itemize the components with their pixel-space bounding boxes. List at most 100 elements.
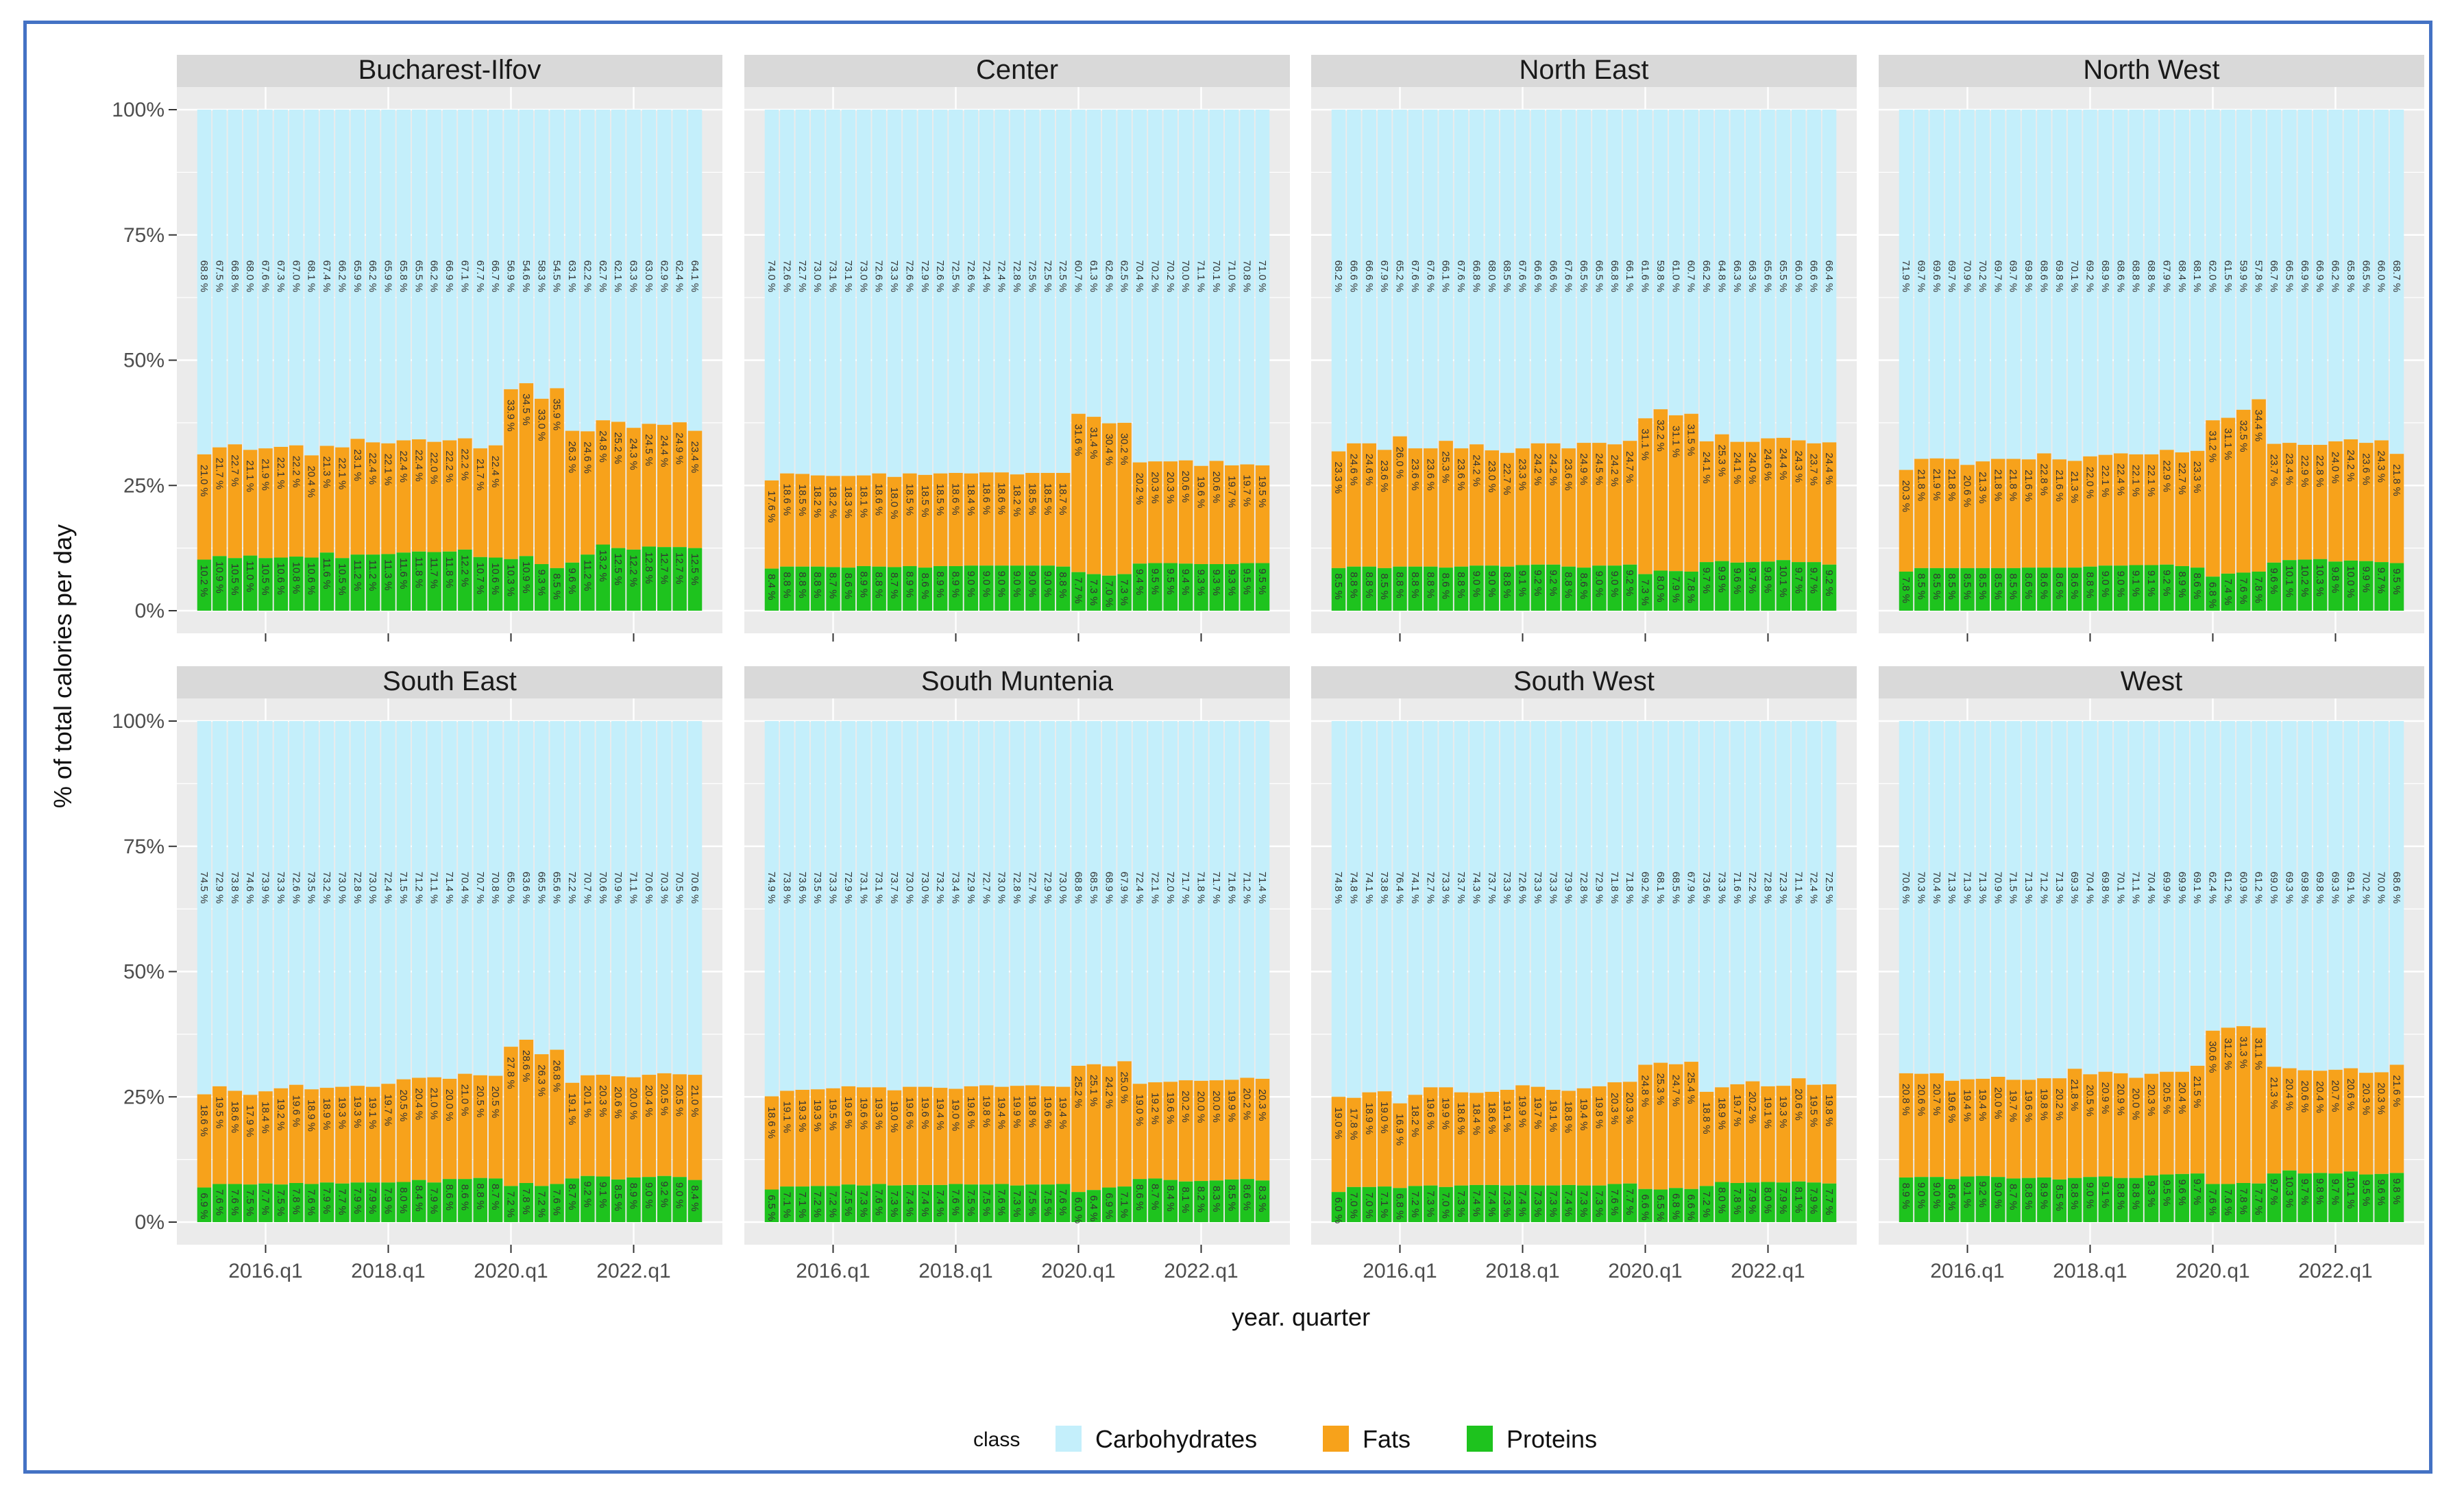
data-label-fats: 21.1 % [244,460,256,492]
data-label-proteins: 11.6 % [398,558,409,589]
bar-proteins [887,1185,902,1222]
data-label-fats: 21.8 % [2008,469,2019,501]
data-label-fats: 21.5 % [2191,1076,2203,1108]
data-label-fats: 21.3 % [1977,472,1988,504]
bar-fats [1424,1087,1438,1186]
data-label-proteins: 6.0 % [1073,1197,1084,1223]
data-label-fats: 23.4 % [689,441,700,474]
data-label-fats: 18.4 % [965,484,977,516]
data-label-fats: 24.4 % [658,435,670,467]
data-label-proteins: 8.8 % [1455,572,1467,598]
bar-carbohydrates [1454,721,1469,1093]
data-label-carbohydrates: 67.6 % [1424,260,1436,293]
data-label-proteins: 9.6 % [2176,1179,2188,1205]
bar-fats [1209,1080,1224,1181]
bar-carbohydrates [565,721,580,1083]
bar-carbohydrates [872,721,886,1088]
legend-swatch-carbohydrates [1056,1426,1082,1452]
bar-carbohydrates [304,721,319,1090]
bar-carbohydrates [273,110,289,447]
data-label-proteins: 7.7 % [2253,1189,2265,1215]
data-label-proteins: 8.0 % [1655,576,1666,602]
data-label-carbohydrates: 68.1 % [1655,872,1666,904]
bar-carbohydrates [1730,110,1744,442]
bar-proteins [2313,1173,2328,1222]
bar-carbohydrates [2206,110,2220,421]
data-label-carbohydrates: 68.8 % [2145,260,2157,293]
data-label-proteins: 9.5 % [1164,568,1176,594]
bar-carbohydrates [1822,721,1837,1084]
bar-fats [319,1088,334,1183]
bar-proteins [979,565,994,611]
legend-label-carbohydrates: Carbohydrates [1095,1425,1257,1453]
data-label-carbohydrates: 72.4 % [1808,872,1820,904]
data-label-carbohydrates: 72.7 % [980,872,992,904]
bar-proteins [350,1182,365,1222]
data-label-fats: 20.6 % [1180,471,1191,503]
data-label-carbohydrates: 71.9 % [1900,260,1912,293]
data-label-fats: 30.6 % [2207,1041,2219,1073]
bar-carbohydrates [626,721,641,1077]
data-label-fats: 23.3 % [2191,461,2203,493]
bar-proteins [2221,573,2236,611]
data-label-proteins: 8.9 % [903,572,915,598]
data-label-proteins: 9.8 % [2314,1178,2326,1204]
data-label-fats: 19.3 % [336,1097,347,1130]
bar-fats [1653,1062,1668,1190]
data-label-proteins: 10.9 % [213,561,225,594]
data-label-fats: 18.2 % [1011,485,1023,517]
bar-carbohydrates [1669,721,1683,1064]
bar-fats [1561,448,1576,567]
bar-fats [1424,448,1438,567]
data-label-carbohydrates: 70.2 % [1977,260,1988,293]
bar-fats [1546,443,1561,565]
bar-proteins [2389,563,2404,611]
data-label-fats: 25.3 % [1655,1073,1666,1106]
bar-carbohydrates [2359,721,2374,1073]
bar-carbohydrates [657,110,672,425]
data-label-proteins: 9.8 % [2330,567,2341,593]
bar-fats [1929,458,1944,568]
data-label-proteins: 8.9 % [628,1183,639,1209]
data-label-fats: 18.6 % [781,484,792,516]
bar-carbohydrates [1117,721,1132,1062]
data-label-carbohydrates: 66.3 % [1746,260,1758,293]
bar-proteins [1607,565,1622,611]
bar-fats [1960,465,1975,568]
bar-carbohydrates [1163,721,1178,1082]
data-label-carbohydrates: 66.7 % [2268,260,2280,293]
bar-fats [1822,1084,1837,1184]
bar-proteins [2267,1173,2282,1222]
data-label-carbohydrates: 66.2 % [336,260,347,293]
bar-fats [596,420,610,545]
data-label-carbohydrates: 73.0 % [336,872,347,904]
x-tick-label: 2022.q1 [1164,1260,1238,1282]
bar-carbohydrates [1944,721,1960,1081]
data-label-proteins: 10.6 % [306,563,317,595]
bar-fats [1991,459,2005,568]
data-label-proteins: 7.6 % [1057,1189,1069,1215]
data-label-proteins: 8.6 % [1578,573,1589,599]
bar-proteins [1622,564,1637,611]
data-label-fats: 24.2 % [1532,454,1544,486]
bar-fats [243,450,258,556]
bar-carbohydrates [2343,110,2358,439]
bar-proteins [2328,561,2343,611]
bar-fats [289,445,304,557]
bar-proteins [1914,1177,1929,1222]
data-label-carbohydrates: 70.0 % [2376,872,2387,904]
bar-fats [1439,1087,1453,1187]
data-label-carbohydrates: 73.3 % [1501,872,1513,904]
bar-carbohydrates [2328,110,2343,441]
bar-proteins [1530,1185,1546,1222]
data-label-fats: 20.2 % [1746,1092,1758,1124]
data-label-fats: 20.2 % [1134,473,1145,505]
bar-carbohydrates [1761,110,1775,439]
data-label-carbohydrates: 61.6 % [1639,260,1651,293]
data-label-proteins: 9.6 % [1731,568,1743,594]
bar-fats [1377,1091,1392,1187]
bar-fats [304,1089,319,1184]
data-label-carbohydrates: 71.1 % [1195,260,1207,293]
data-label-carbohydrates: 66.1 % [1440,260,1452,293]
bar-proteins [1225,1179,1239,1222]
